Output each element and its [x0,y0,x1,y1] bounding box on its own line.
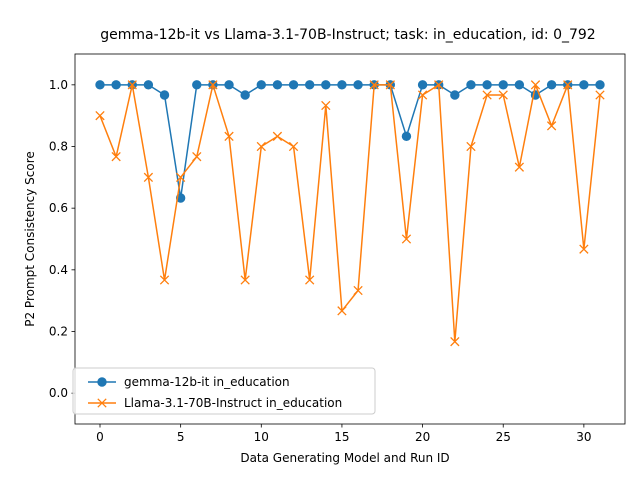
series-1-point [143,80,154,90]
series-2-point [256,141,266,152]
series-2-point [321,100,331,111]
series-2-point [288,141,299,152]
series-1-point [450,90,460,100]
series-1-point [159,90,170,100]
series-2-point [530,80,541,90]
series-1-point [192,80,202,90]
series-1-point [417,80,428,90]
series-1-point [304,80,315,90]
series-1-point [353,80,363,90]
series-1-point [337,80,347,90]
series-1-point [546,80,557,90]
series-2-point [337,306,347,316]
series-1-point [175,193,186,203]
legend-swatch-marker [97,377,107,387]
series-2-point [466,141,476,152]
series-2-point [159,275,170,285]
series-2-point [208,80,218,90]
x-tick-label: 20 [415,430,430,444]
x-tick-label: 0 [96,430,104,444]
series-2-point [595,90,605,100]
y-tick-label: 0.0 [49,386,68,400]
series-2-point [95,111,105,121]
series-2-point [111,152,121,162]
x-tick-label: 5 [177,430,185,444]
series-1-point [95,80,105,90]
axes: 0 5 10 15 20 25 30 0.0 0.2 0.4 0.6 0.8 1.0 [49,78,592,444]
series-1-point [514,80,525,90]
series-2-point [498,90,508,100]
series-2-point [369,80,379,90]
series-2-point [127,80,137,90]
series-1-point [482,80,492,90]
series-2-point [143,172,154,182]
series-2-point [417,90,428,100]
y-axis-label: P2 Prompt Consistency Score [23,151,37,327]
series-2-point [272,131,283,141]
x-axis-label: Data Generating Model and Run ID [240,451,449,465]
series-2-point [579,244,589,254]
legend-entry-label: gemma-12b-it in_education [124,375,290,389]
y-tick-label: 0.4 [49,263,68,277]
legend-swatch-marker [97,398,107,408]
series-1-point [579,80,589,90]
y-tick-label: 1.0 [49,78,68,92]
series-2-point [434,80,444,90]
x-tick-label: 30 [576,430,591,444]
series-2-point [353,285,363,296]
series-2-point [175,172,186,182]
series-1-point [111,80,121,90]
series-2-point [482,90,492,100]
legend-box [72,367,376,415]
legend-entry-label: Llama-3.1-70B-Instruct in_education [124,396,342,410]
series-2-point [305,275,315,285]
series-2-point [192,152,202,162]
series-2-point [546,121,557,131]
series-1-point [498,80,508,90]
series-1-point [240,90,250,100]
series-1-point [288,80,299,90]
x-tick-label: 25 [496,430,511,444]
series-2-point [240,275,250,285]
series-1-point [321,80,331,90]
chart-title: gemma-12b-it vs Llama-3.1-70B-Instruct; … [100,27,595,43]
y-tick-label: 0.6 [49,201,68,215]
x-tick-label: 15 [334,430,349,444]
series-2-point [563,80,573,90]
series-1-point [256,80,266,90]
y-tick-label: 0.2 [49,325,68,339]
series-1-point [401,131,412,142]
series-2-point [514,162,525,172]
series-1-point [272,80,283,90]
series-2-point [450,337,460,347]
series-2-point [401,234,412,244]
series-1-point [466,80,476,90]
series-2-point [385,80,395,90]
plot-area [95,80,605,347]
series-1-point [224,80,234,90]
plot-frame [74,53,626,425]
x-tick-label: 10 [254,430,269,444]
y-tick-label: 0.8 [49,140,68,154]
legend: gemma-12b-it in_education Llama-3.1-70B-I… [72,367,376,415]
series-1-point [595,80,605,90]
series-2-point [224,131,234,141]
